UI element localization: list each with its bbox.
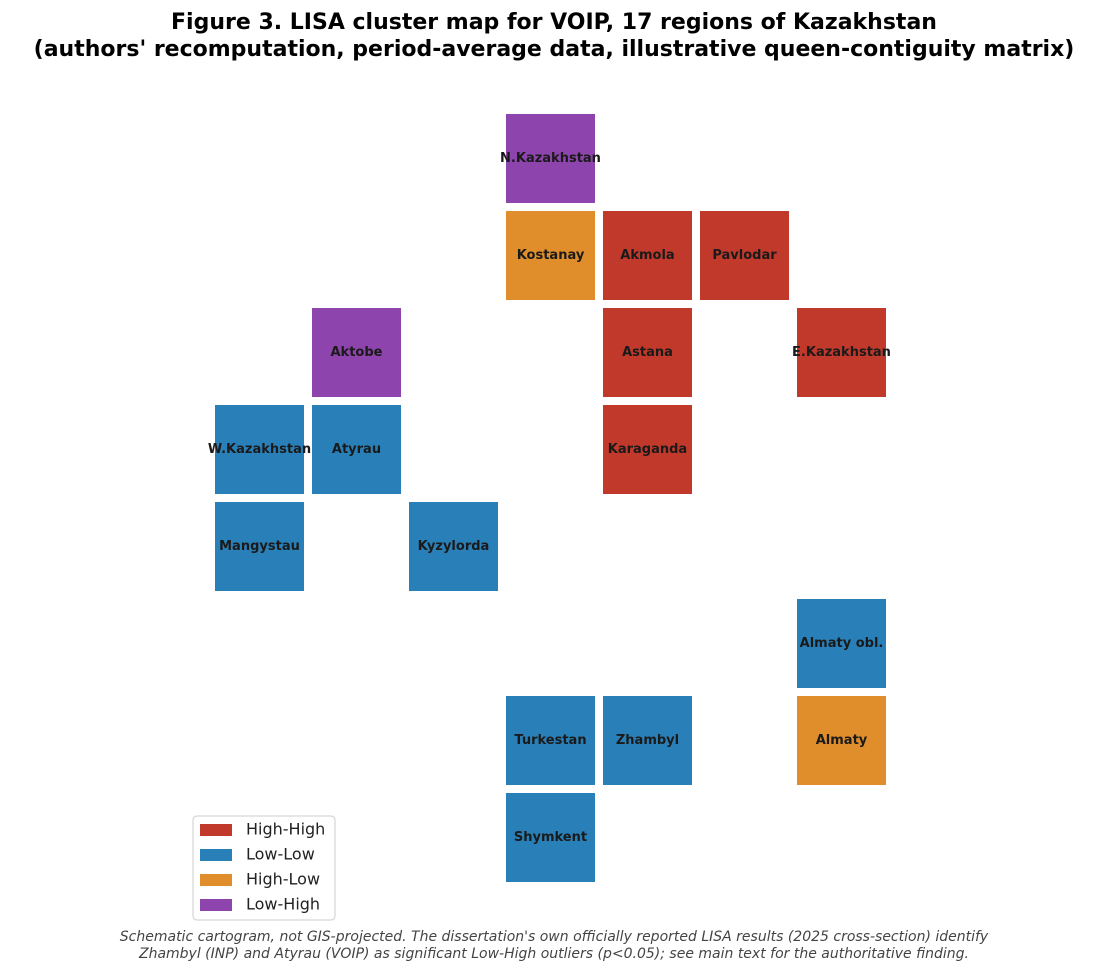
region-label: Almaty obl. (800, 636, 884, 651)
region-tile (603, 696, 692, 785)
legend-swatch (200, 824, 232, 836)
chart-title: Figure 3. LISA cluster map for VOIP, 17 … (171, 10, 937, 35)
region-tile (506, 114, 595, 203)
region-label: W.Kazakhstan (208, 442, 311, 457)
region-label: Atyrau (332, 442, 381, 457)
region-tile (506, 211, 595, 300)
region-label: Kyzylorda (418, 539, 490, 554)
region-tile (603, 211, 692, 300)
region-label: Karaganda (608, 442, 687, 457)
footnote: Zhambyl (INP) and Atyrau (VOIP) as signi… (138, 946, 969, 962)
region-label: N.Kazakhstan (500, 151, 601, 166)
region-tile (506, 793, 595, 882)
region-tile (797, 599, 886, 688)
region-tile (797, 308, 886, 397)
legend-swatch (200, 849, 232, 861)
region-label: E.Kazakhstan (792, 345, 891, 360)
region-label: Aktobe (331, 345, 383, 360)
legend-box (192, 815, 336, 921)
legend-label: High-Low (246, 870, 320, 889)
region-label: Akmola (620, 248, 674, 263)
region-tile (312, 308, 401, 397)
region-tile (312, 405, 401, 494)
legend-label: Low-Low (246, 845, 315, 864)
region-label: Pavlodar (712, 248, 777, 263)
region-tile (409, 502, 498, 591)
region-tile (215, 405, 304, 494)
legend-label: High-High (246, 820, 325, 839)
region-tile (700, 211, 789, 300)
region-label: Kostanay (517, 248, 585, 263)
region-label: Shymkent (514, 830, 587, 845)
region-tile (603, 308, 692, 397)
legend-swatch (200, 874, 232, 886)
region-label: Mangystau (219, 539, 300, 554)
legend-label: Low-High (246, 895, 320, 914)
region-label: Astana (622, 345, 673, 360)
chart-subtitle: (authors' recomputation, period-average … (34, 37, 1075, 62)
region-label: Almaty (816, 733, 868, 748)
region-tile (506, 696, 595, 785)
footnote: Schematic cartogram, not GIS-projected. … (120, 929, 989, 945)
legend-swatch (200, 899, 232, 911)
region-label: Zhambyl (616, 733, 679, 748)
region-label: Turkestan (514, 733, 586, 748)
region-tile (797, 696, 886, 785)
region-tile (603, 405, 692, 494)
region-tile (215, 502, 304, 591)
